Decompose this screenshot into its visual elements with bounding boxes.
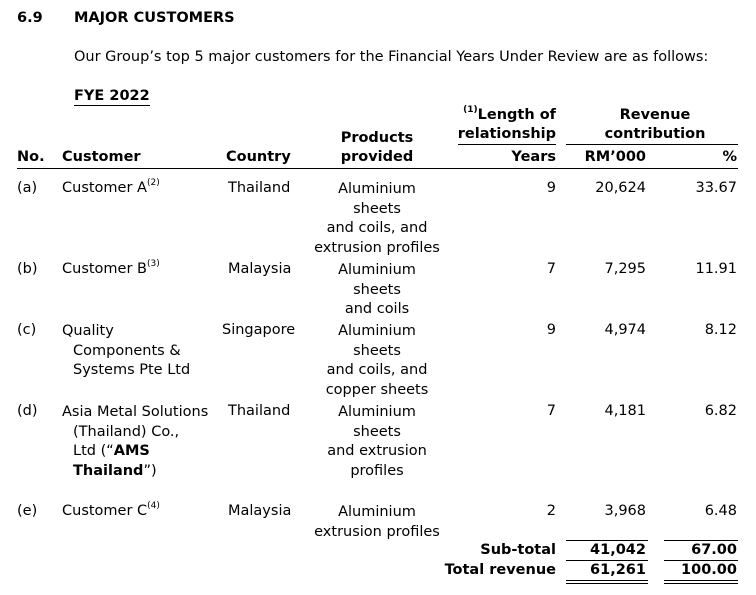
- country: Singapore: [222, 322, 296, 338]
- subtotal-pct: 67.00: [691, 542, 737, 558]
- total-rm-double-rule-1: [566, 580, 648, 581]
- header-bottom-rule: [17, 168, 738, 169]
- total-rm: 61,261: [590, 562, 646, 578]
- header-length-line1: (1)Length of: [440, 105, 556, 123]
- years-value: 2: [546, 503, 556, 519]
- revenue-pct: 33.67: [695, 180, 737, 196]
- revenue-pct: 11.91: [695, 261, 737, 277]
- header-revenue-rule: [566, 144, 738, 145]
- header-revenue-line1: Revenue: [619, 107, 691, 123]
- row-number: (a): [17, 180, 38, 196]
- products: Aluminium sheets and coils, and copper she…: [325, 323, 429, 398]
- total-rm-double-rule-2: [566, 583, 648, 584]
- row-number: (d): [17, 403, 38, 419]
- header-rm: RM’000: [584, 149, 646, 165]
- customer-name: Quality Components & Systems Pte Ltd: [62, 323, 191, 378]
- years-value: 7: [546, 403, 556, 419]
- note-ref-1: (1): [463, 105, 478, 115]
- products: Aluminium sheets and coils: [338, 262, 416, 317]
- customer-name: Asia Metal Solutions (Thailand) Co., Ltd…: [62, 404, 209, 479]
- ams-abbrev: AMS: [113, 443, 150, 459]
- total-pct-top-rule: [664, 560, 738, 561]
- country: Malaysia: [228, 503, 292, 519]
- header-length-rule: [458, 144, 556, 145]
- section-title: MAJOR CUSTOMERS: [74, 10, 235, 26]
- note-ref: (4): [147, 501, 160, 511]
- revenue-rm: 20,624: [595, 180, 646, 196]
- country: Thailand: [228, 403, 291, 419]
- section-number: 6.9: [17, 10, 43, 26]
- row-number: (e): [17, 503, 38, 519]
- total-pct-double-rule-2: [664, 583, 738, 584]
- revenue-pct: 8.12: [704, 322, 737, 338]
- country: Thailand: [228, 180, 291, 196]
- header-products-line2: provided: [340, 149, 414, 165]
- note-ref: (3): [147, 259, 160, 269]
- fye-heading: FYE 2022: [74, 88, 150, 106]
- header-length-text: Length of: [477, 107, 556, 123]
- subtotal-rm: 41,042: [590, 542, 646, 558]
- row-number: (b): [17, 261, 38, 277]
- revenue-pct: 6.48: [704, 503, 737, 519]
- header-length-line2: relationship: [457, 126, 556, 142]
- revenue-rm: 3,968: [604, 503, 646, 519]
- header-no: No.: [17, 149, 45, 165]
- products: Aluminium extrusion profiles: [314, 504, 440, 540]
- header-pct: %: [722, 149, 737, 165]
- customer-name: Customer B(3): [62, 259, 160, 277]
- customer-name: Customer A(2): [62, 178, 160, 196]
- revenue-rm: 4,181: [604, 403, 646, 419]
- country: Malaysia: [228, 261, 292, 277]
- revenue-pct: 6.82: [704, 403, 737, 419]
- note-ref: (2): [146, 178, 160, 188]
- header-products-line1: Products: [340, 130, 414, 146]
- customer-name: Customer C(4): [62, 501, 160, 519]
- row-number: (c): [17, 322, 37, 338]
- total-pct: 100.00: [681, 562, 737, 578]
- subtotal-pct-top-rule: [664, 540, 738, 541]
- products: Aluminium sheets and coils, and extrusion …: [314, 181, 440, 256]
- revenue-rm: 4,974: [604, 322, 646, 338]
- total-label: Total revenue: [444, 562, 556, 578]
- intro-text: Our Group’s top 5 major customers for th…: [74, 49, 709, 65]
- header-country: Country: [226, 149, 291, 165]
- header-revenue-line2: contribution: [604, 126, 706, 142]
- header-customer: Customer: [62, 149, 141, 165]
- years-value: 7: [546, 261, 556, 277]
- revenue-rm: 7,295: [604, 261, 646, 277]
- years-value: 9: [546, 322, 556, 338]
- total-pct-double-rule-1: [664, 580, 738, 581]
- total-rm-top-rule: [566, 560, 648, 561]
- header-years: Years: [511, 149, 556, 165]
- subtotal-rm-top-rule: [566, 540, 648, 541]
- products: Aluminium sheets and extrusion profiles: [327, 404, 427, 479]
- subtotal-label: Sub-total: [480, 542, 556, 558]
- years-value: 9: [546, 180, 556, 196]
